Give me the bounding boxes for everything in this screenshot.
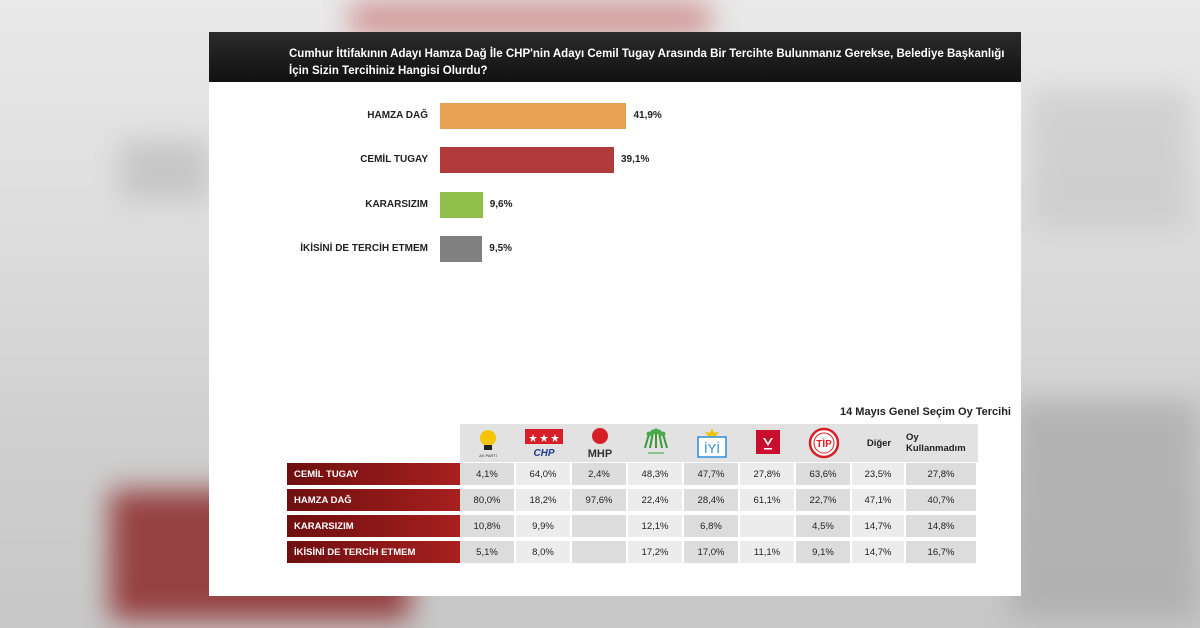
column-header-label: Oy Kullanmadım	[906, 432, 966, 454]
table-cell: 4,1%	[460, 463, 516, 487]
table-cell: 8,0%	[516, 541, 572, 565]
table-cell: 12,1%	[628, 515, 684, 539]
table-cell: 11,1%	[740, 541, 796, 565]
table-cell: 18,2%	[516, 489, 572, 513]
svg-text:MHP: MHP	[588, 448, 612, 460]
bar-value-label: 9,5%	[489, 243, 513, 254]
table-row-label: HAMZA DAĞ	[287, 489, 460, 513]
chp-logo-icon: CHP	[516, 424, 574, 462]
column-header: Oy Kullanmadım	[906, 424, 980, 462]
table-row-label: İKİSİNİ DE TERCİH ETMEM	[287, 541, 460, 565]
table-cell: 28,4%	[684, 489, 740, 513]
table-cell: 22,4%	[628, 489, 684, 513]
table-cell: 61,1%	[740, 489, 796, 513]
bar-category-label: KARARSIZIM	[365, 199, 428, 210]
table-cell: 6,8%	[684, 515, 740, 539]
ak-parti-logo-icon: AK PARTİ	[460, 424, 518, 462]
background-blur-shape	[350, 2, 710, 36]
table-cell: 23,5%	[852, 463, 906, 487]
yesil-sol-parti-logo-icon	[628, 424, 686, 462]
column-header-label: Diğer	[866, 437, 892, 449]
table-cell: 5,1%	[460, 541, 516, 565]
bar-cemi-l-tugay	[440, 147, 614, 173]
table-cell: 63,6%	[796, 463, 852, 487]
bar-hamza-dağ	[440, 103, 627, 129]
background-blur-shape	[1030, 90, 1190, 230]
background-blur-shape	[120, 140, 210, 200]
svg-text:AK PARTİ: AK PARTİ	[479, 453, 497, 458]
table-cell: 64,0%	[516, 463, 572, 487]
table-title: 14 Mayıs Genel Seçim Oy Tercihi	[840, 406, 1011, 418]
table-cell	[572, 541, 628, 565]
table-cell: 27,8%	[906, 463, 978, 487]
table-cell	[572, 515, 628, 539]
table-cell: 16,7%	[906, 541, 978, 565]
table-row-label: CEMİL TUGAY	[287, 463, 460, 487]
table-cell: 27,8%	[740, 463, 796, 487]
zafer-partisi-logo-icon	[740, 424, 798, 462]
slide-header: Cumhur İttifakının Adayı Hamza Dağ İle C…	[209, 32, 1021, 82]
table-cell: 9,9%	[516, 515, 572, 539]
table-cell: 47,1%	[852, 489, 906, 513]
bar-category-label: CEMİL TUGAY	[360, 154, 428, 165]
bar-i-ki-si-ni-de-terci-h-etmem	[440, 236, 483, 262]
table-cell: 22,7%	[796, 489, 852, 513]
bar-category-label: HAMZA DAĞ	[367, 110, 428, 121]
table-cell	[740, 515, 796, 539]
table-cell: 14,7%	[852, 515, 906, 539]
table-cell: 2,4%	[572, 463, 628, 487]
table-cell: 14,8%	[906, 515, 978, 539]
svg-text:CHP: CHP	[533, 448, 554, 459]
table-cell: 4,5%	[796, 515, 852, 539]
table-cell: 10,8%	[460, 515, 516, 539]
table-cell: 40,7%	[906, 489, 978, 513]
bar-category-label: İKİSİNİ DE TERCİH ETMEM	[300, 243, 428, 254]
bar-kararsizim	[440, 192, 483, 218]
mhp-logo-icon: MHP	[572, 424, 630, 462]
chart-title: Cumhur İttifakının Adayı Hamza Dağ İle C…	[289, 48, 1005, 77]
column-header: Diğer	[852, 424, 908, 462]
table-cell: 80,0%	[460, 489, 516, 513]
table-cell: 14,7%	[852, 541, 906, 565]
table-cell: 9,1%	[796, 541, 852, 565]
bar-value-label: 39,1%	[620, 154, 650, 165]
background-blur-shape	[1010, 400, 1200, 620]
bar-value-label: 9,6%	[489, 199, 513, 210]
table-cell: 17,2%	[628, 541, 684, 565]
svg-text:İYİ: İYİ	[704, 441, 720, 456]
iyi-parti-logo-icon: İYİ	[684, 424, 742, 462]
tip-logo-icon: TİP	[796, 424, 854, 462]
survey-slide: Cumhur İttifakının Adayı Hamza Dağ İle C…	[209, 32, 1021, 596]
table-cell: 47,7%	[684, 463, 740, 487]
svg-text:TİP: TİP	[816, 437, 832, 450]
table-cell: 48,3%	[628, 463, 684, 487]
table-row-label: KARARSIZIM	[287, 515, 460, 539]
table-cell: 97,6%	[572, 489, 628, 513]
table-cell: 17,0%	[684, 541, 740, 565]
bar-value-label: 41,9%	[633, 110, 662, 121]
